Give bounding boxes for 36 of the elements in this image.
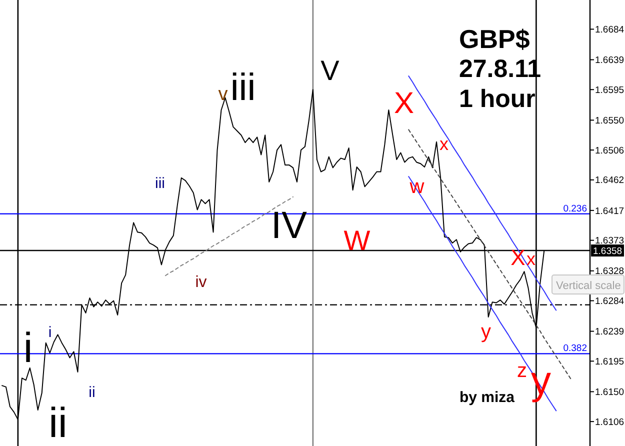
y-tick-label: 1.6550 bbox=[595, 115, 624, 126]
annotation: 0.382 bbox=[563, 343, 587, 354]
y-tick-label: 1.6373 bbox=[595, 236, 624, 247]
y-tick-label: 1.6684 bbox=[595, 24, 624, 36]
annotation: iii bbox=[230, 67, 256, 109]
y-tick-label: 1.6595 bbox=[595, 84, 624, 96]
annotation: i bbox=[48, 324, 52, 341]
annotation: W bbox=[344, 225, 371, 256]
annotation: y bbox=[481, 321, 491, 343]
annotation: x bbox=[526, 249, 536, 269]
y-tick-label: 1.6506 bbox=[595, 145, 624, 156]
y-tick-label: 1.6462 bbox=[595, 175, 624, 186]
y-tick-label: 1.6328 bbox=[595, 266, 624, 278]
annotation: IV bbox=[271, 205, 308, 247]
annotation: v bbox=[218, 84, 228, 105]
annotation: Vertical scale bbox=[556, 280, 621, 292]
line-series bbox=[408, 176, 557, 412]
annotation: by miza bbox=[459, 389, 516, 406]
annotation: X bbox=[394, 87, 414, 120]
y-tick-label: 1.6106 bbox=[595, 416, 624, 428]
y-tick-label: 1.6639 bbox=[595, 55, 624, 66]
y-tick-label: 1.6150 bbox=[595, 387, 624, 398]
annotation: V bbox=[320, 55, 340, 86]
annotation: ii bbox=[48, 399, 68, 446]
annotation: 0.236 bbox=[563, 203, 587, 214]
annotation: ii bbox=[88, 384, 96, 401]
y-tick-label: 1.6284 bbox=[595, 296, 624, 308]
annotation: z bbox=[517, 360, 527, 382]
text: GBP$ bbox=[459, 24, 530, 54]
annotation: iii bbox=[155, 175, 165, 192]
y-tick-label: 1.6239 bbox=[595, 326, 624, 338]
y-tick-label: 1.6195 bbox=[595, 356, 624, 368]
annotation: x bbox=[440, 134, 448, 154]
y-tick-label: 1.6417 bbox=[595, 206, 624, 217]
annotation: iv bbox=[195, 274, 207, 291]
annotation: X bbox=[510, 245, 526, 270]
